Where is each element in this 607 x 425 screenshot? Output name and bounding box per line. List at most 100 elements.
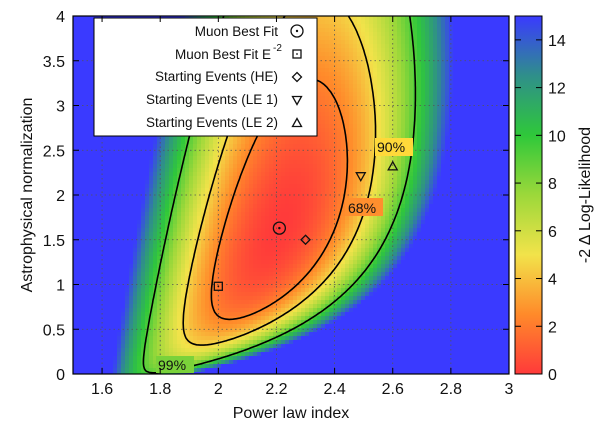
heatmap-cell <box>285 308 290 313</box>
heatmap-cell <box>229 204 234 209</box>
heatmap-cell <box>189 344 194 349</box>
heatmap-cell <box>209 264 214 269</box>
heatmap-cell <box>229 164 234 169</box>
heatmap-cell <box>221 364 226 369</box>
heatmap-cell <box>77 144 82 149</box>
heatmap-cell <box>97 368 102 373</box>
heatmap-cell <box>85 56 90 61</box>
heatmap-cell <box>177 204 182 209</box>
heatmap-cell <box>185 248 190 253</box>
heatmap-cell <box>197 180 202 185</box>
heatmap-cell <box>81 292 86 297</box>
heatmap-cell <box>185 324 190 329</box>
heatmap-cell <box>137 208 142 213</box>
heatmap-cell <box>229 152 234 157</box>
heatmap-cell <box>193 348 198 353</box>
heatmap-cell <box>153 324 158 329</box>
heatmap-cell <box>97 360 102 365</box>
heatmap-cell <box>89 252 94 257</box>
heatmap-cell <box>93 356 98 361</box>
heatmap-cell <box>281 204 286 209</box>
heatmap-cell <box>173 180 178 185</box>
heatmap-cell <box>73 356 78 361</box>
heatmap-cell <box>281 236 286 241</box>
heatmap-cell <box>73 76 78 81</box>
heatmap-cell <box>161 172 166 177</box>
heatmap-cell <box>233 180 238 185</box>
heatmap-cell <box>253 356 258 361</box>
heatmap-cell <box>89 28 94 33</box>
heatmap-cell <box>97 312 102 317</box>
heatmap-cell <box>261 236 266 241</box>
heatmap-cell <box>241 324 246 329</box>
heatmap-cell <box>73 32 78 37</box>
heatmap-cell <box>201 356 206 361</box>
heatmap-cell <box>121 240 126 245</box>
heatmap-cell <box>177 316 182 321</box>
heatmap-cell <box>289 324 294 329</box>
heatmap-cell <box>269 180 274 185</box>
heatmap-cell <box>205 212 210 217</box>
heatmap-cell <box>193 268 198 273</box>
heatmap-cell <box>97 160 102 165</box>
heatmap-cell <box>161 312 166 317</box>
heatmap-cell <box>149 136 154 141</box>
heatmap-cell <box>177 244 182 249</box>
heatmap-cell <box>89 240 94 245</box>
heatmap-cell <box>85 344 90 349</box>
heatmap-cell <box>233 296 238 301</box>
heatmap-cell <box>285 348 290 353</box>
heatmap-cell <box>245 280 250 285</box>
heatmap-cell <box>249 292 254 297</box>
heatmap-cell <box>133 364 138 369</box>
heatmap-cell <box>189 260 194 265</box>
heatmap-cell <box>273 200 278 205</box>
heatmap-cell <box>141 296 146 301</box>
heatmap-cell <box>281 296 286 301</box>
heatmap-cell <box>121 204 126 209</box>
heatmap-cell <box>241 180 246 185</box>
heatmap-cell <box>217 184 222 189</box>
heatmap-cell <box>197 240 202 245</box>
heatmap-cell <box>257 216 262 221</box>
heatmap-cell <box>173 260 178 265</box>
heatmap-cell <box>117 236 122 241</box>
heatmap-cell <box>233 308 238 313</box>
heatmap-cell <box>105 320 110 325</box>
heatmap-cell <box>229 220 234 225</box>
heatmap-cell <box>201 208 206 213</box>
heatmap-cell <box>73 328 78 333</box>
heatmap-cell <box>213 200 218 205</box>
heatmap-cell <box>189 220 194 225</box>
heatmap-cell <box>285 300 290 305</box>
heatmap-cell <box>213 340 218 345</box>
heatmap-cell <box>225 256 230 261</box>
heatmap-cell <box>197 188 202 193</box>
heatmap-cell <box>121 196 126 201</box>
heatmap-cell <box>89 132 94 137</box>
heatmap-cell <box>153 320 158 325</box>
heatmap-cell <box>229 348 234 353</box>
heatmap-cell <box>73 316 78 321</box>
heatmap-cell <box>253 276 258 281</box>
heatmap-cell <box>237 280 242 285</box>
heatmap-cell <box>133 244 138 249</box>
heatmap-cell <box>225 144 230 149</box>
heatmap-cell <box>197 140 202 145</box>
heatmap-cell <box>265 152 270 157</box>
heatmap-cell <box>225 260 230 265</box>
heatmap-cell <box>89 44 94 49</box>
heatmap-cell <box>145 304 150 309</box>
heatmap-cell <box>105 232 110 237</box>
heatmap-cell <box>141 172 146 177</box>
heatmap-cell <box>153 216 158 221</box>
heatmap-cell <box>129 324 134 329</box>
heatmap-cell <box>173 200 178 205</box>
heatmap-cell <box>237 328 242 333</box>
heatmap-cell <box>81 252 86 257</box>
heatmap-cell <box>237 292 242 297</box>
heatmap-cell <box>109 356 114 361</box>
heatmap-cell <box>77 304 82 309</box>
heatmap-cell <box>101 216 106 221</box>
heatmap-cell <box>221 264 226 269</box>
